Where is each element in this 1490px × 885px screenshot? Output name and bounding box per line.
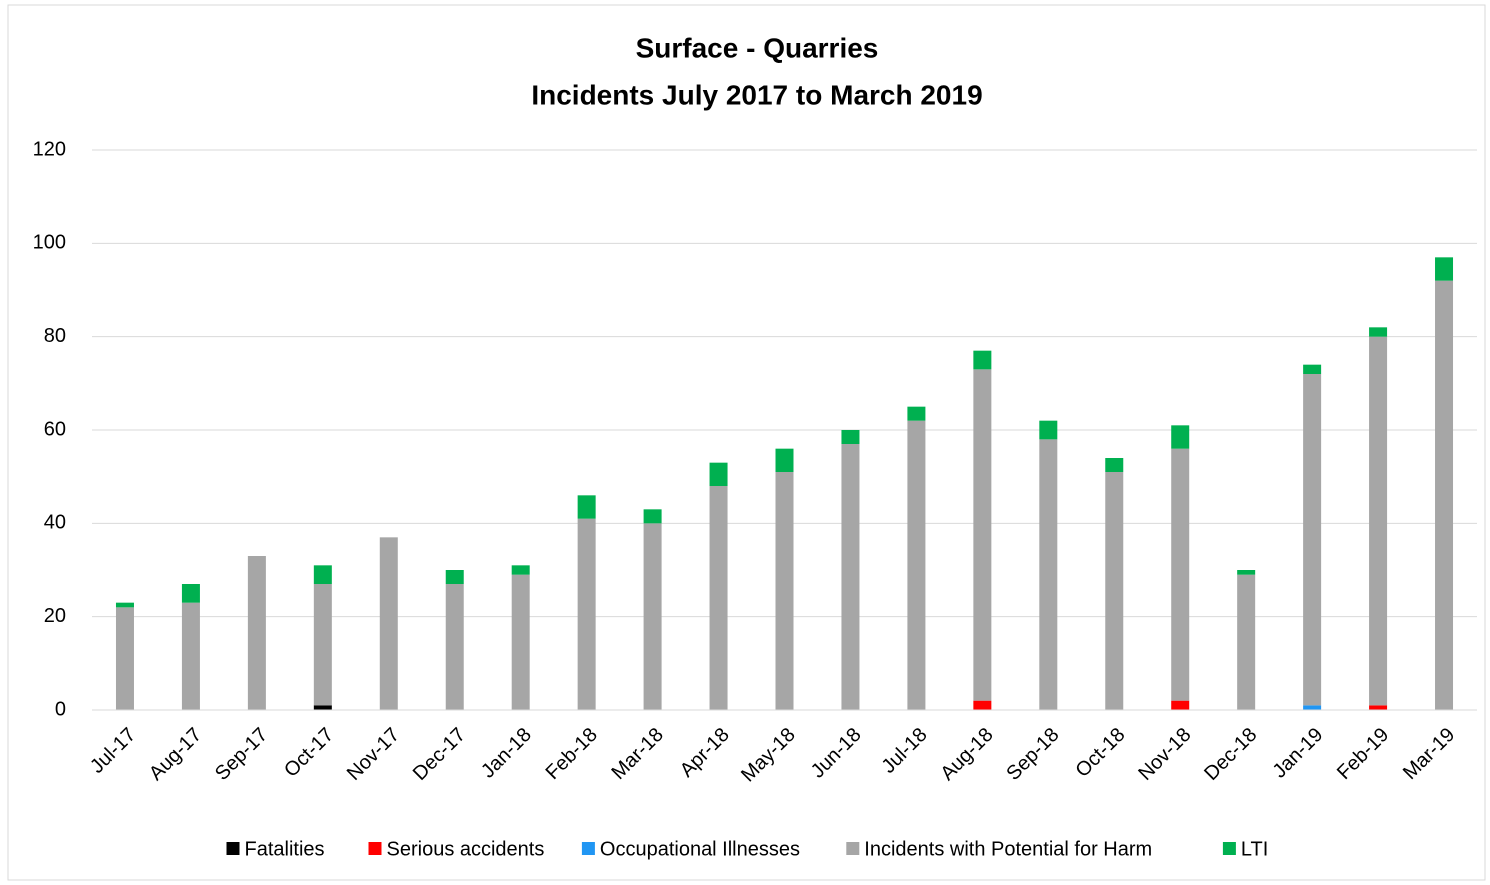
bar-segment [1039, 439, 1058, 710]
bar-segment [1171, 425, 1190, 449]
bar-segment [973, 369, 992, 701]
bar-segment [313, 705, 332, 710]
bar-segment [115, 602, 134, 608]
y-tick-label: 120 [33, 138, 66, 160]
legend-swatch [581, 842, 595, 855]
legend-label: Serious accidents [387, 838, 545, 860]
bar-segment [445, 570, 464, 584]
y-tick-label: 100 [33, 232, 66, 254]
y-tick-label: 20 [44, 605, 66, 627]
bar-segment [1237, 570, 1256, 575]
bar-segment [1303, 364, 1322, 374]
bar-segment [907, 420, 926, 710]
bar-segment [1369, 705, 1388, 710]
legend-swatch [368, 842, 382, 855]
bar-segment [247, 556, 266, 710]
bar-segment [511, 565, 530, 575]
legend-label: Incidents with Potential for Harm [864, 838, 1152, 860]
bar-segment [643, 509, 662, 524]
bar-segment [1369, 336, 1388, 706]
bar-segment [1171, 700, 1190, 710]
bar-segment [379, 537, 398, 710]
bar-segment [841, 444, 860, 710]
bar-segment [313, 584, 332, 706]
bar-segment [1303, 374, 1322, 706]
bar-segment [841, 430, 860, 444]
bar-segment [115, 607, 134, 710]
chart-title: Incidents July 2017 to March 2019 [531, 79, 982, 110]
bar-segment [775, 472, 794, 710]
bar-segment [313, 565, 332, 584]
y-tick-label: 40 [44, 512, 66, 534]
bar-segment [181, 602, 200, 710]
bar-segment [709, 462, 728, 486]
bar-segment [1171, 448, 1190, 701]
legend-swatch [1222, 842, 1236, 855]
bar-segment [973, 350, 992, 370]
bar-segment [1039, 420, 1058, 440]
legend-label: LTI [1241, 838, 1268, 860]
bar-segment [1369, 327, 1388, 337]
bar-segment [643, 523, 662, 710]
y-tick-label: 80 [44, 325, 66, 347]
bar-segment [511, 574, 530, 710]
bar-segment [1237, 574, 1256, 710]
bar-segment [577, 518, 596, 710]
bar-segment [1105, 458, 1124, 472]
bar-segment [1435, 257, 1454, 281]
bar-segment [1303, 705, 1322, 710]
legend-label: Fatalities [245, 838, 325, 860]
y-tick-label: 0 [55, 698, 66, 720]
chart-border [7, 4, 1486, 881]
bar-segment [907, 406, 926, 421]
legend-swatch [846, 842, 860, 855]
bar-segment [1105, 472, 1124, 710]
chart-title: Surface - Quarries [636, 32, 879, 63]
bar-segment [577, 495, 596, 519]
bar-segment [181, 584, 200, 603]
bar-segment [445, 584, 464, 710]
legend-swatch [226, 842, 240, 855]
bar-segment [775, 448, 794, 472]
legend-label: Occupational Illnesses [600, 838, 800, 860]
y-tick-label: 60 [44, 418, 66, 440]
bar-segment [1435, 280, 1454, 710]
bar-segment [973, 700, 992, 710]
bar-segment [709, 486, 728, 710]
